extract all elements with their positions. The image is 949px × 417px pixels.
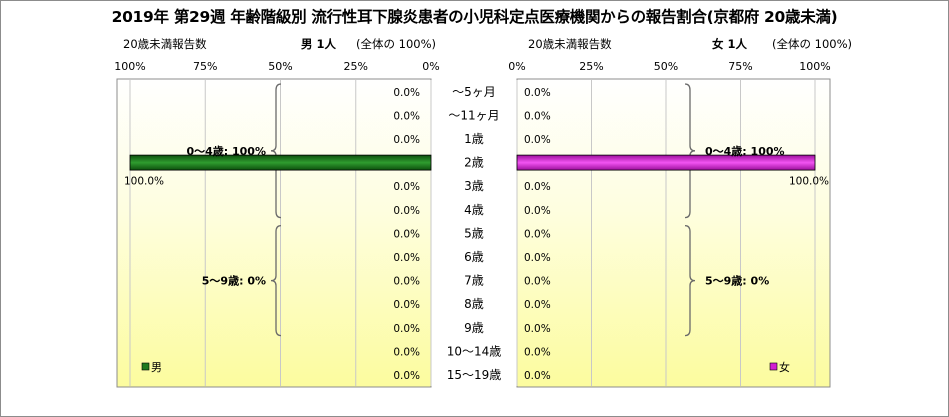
female-data-label: 0.0%	[524, 323, 551, 335]
male-data-label: 0.0%	[393, 110, 420, 122]
female-bar	[516, 154, 816, 171]
female-data-label: 0.0%	[524, 252, 551, 264]
male-data-label: 0.0%	[393, 299, 420, 311]
age-category-label: ～5ヶ月	[452, 85, 496, 99]
female-data-label: 0.0%	[524, 346, 551, 358]
age-category-label: 4歳	[464, 203, 484, 217]
female-data-label: 0.0%	[524, 181, 551, 193]
female-x-tick-label: 75%	[728, 60, 752, 73]
male-legend-swatch	[141, 362, 150, 371]
male-data-label: 0.0%	[393, 87, 420, 99]
male-data-label: 0.0%	[393, 370, 420, 382]
male-data-label: 0.0%	[393, 181, 420, 193]
female-x-tick-label: 0%	[508, 60, 525, 73]
female-group-brace	[684, 224, 696, 337]
female-group-brace	[684, 83, 696, 219]
age-category-label: 2歳	[464, 156, 484, 170]
female-plot-area	[516, 78, 831, 388]
female-data-label: 0.0%	[524, 228, 551, 240]
female-data-label: 0.0%	[524, 205, 551, 217]
male-sublabel: 20歳未満報告数	[123, 37, 207, 51]
age-category-label: 9歳	[464, 321, 484, 335]
male-x-tick-label: 50%	[268, 60, 292, 73]
male-x-tick-label: 100%	[114, 60, 145, 73]
female-sublabel: 20歳未満報告数	[528, 37, 612, 51]
female-legend-swatch	[769, 362, 778, 371]
male-legend-label: 男	[151, 361, 162, 374]
age-category-label: 8歳	[464, 297, 484, 311]
male-data-label: 100.0%	[124, 176, 164, 188]
male-group-label: 5～9歳: 0%	[202, 274, 266, 288]
male-data-label: 0.0%	[393, 134, 420, 146]
age-category-label: 10～14歳	[447, 344, 502, 358]
age-category-label: 5歳	[464, 226, 484, 240]
chart-title: 2019年 第29週 年齢階級別 流行性耳下腺炎患者の小児科定点医療機関からの報…	[111, 8, 838, 26]
male-count: 男 1人	[301, 37, 337, 51]
female-x-tick-label: 25%	[579, 60, 603, 73]
male-bar	[129, 154, 432, 171]
female-group-label: 5～9歳: 0%	[705, 274, 769, 288]
female-share: (全体の 100%)	[772, 37, 853, 51]
female-x-tick-label: 100%	[799, 60, 830, 73]
female-data-label: 0.0%	[524, 134, 551, 146]
female-data-label: 100.0%	[789, 176, 829, 188]
female-legend-label: 女	[779, 360, 790, 374]
male-x-tick-label: 75%	[193, 60, 217, 73]
female-data-label: 0.0%	[524, 87, 551, 99]
male-data-label: 0.0%	[393, 205, 420, 217]
male-share: (全体の 100%)	[356, 37, 437, 51]
female-count: 女 1人	[712, 37, 748, 51]
male-data-label: 0.0%	[393, 323, 420, 335]
female-group-label: 0～4歳: 100%	[705, 144, 785, 158]
female-x-tick-label: 50%	[654, 60, 678, 73]
age-category-label: 15～19歳	[447, 368, 502, 382]
age-category-label: 7歳	[464, 274, 484, 288]
female-data-label: 0.0%	[524, 110, 551, 122]
female-data-label: 0.0%	[524, 299, 551, 311]
male-data-label: 0.0%	[393, 346, 420, 358]
age-category-label: 6歳	[464, 250, 484, 264]
male-group-brace	[270, 83, 282, 219]
male-data-label: 0.0%	[393, 276, 420, 288]
male-group-brace	[270, 224, 282, 337]
age-category-label: 3歳	[464, 179, 484, 193]
age-category-label: ～11ヶ月	[448, 108, 499, 122]
male-plot-area	[116, 78, 432, 388]
male-data-label: 0.0%	[393, 228, 420, 240]
male-group-label: 0～4歳: 100%	[186, 144, 266, 158]
female-data-label: 0.0%	[524, 370, 551, 382]
female-data-label: 0.0%	[524, 276, 551, 288]
male-x-tick-label: 25%	[344, 60, 368, 73]
male-x-tick-label: 0%	[422, 60, 439, 73]
age-category-label: 1歳	[464, 132, 484, 146]
male-data-label: 0.0%	[393, 252, 420, 264]
